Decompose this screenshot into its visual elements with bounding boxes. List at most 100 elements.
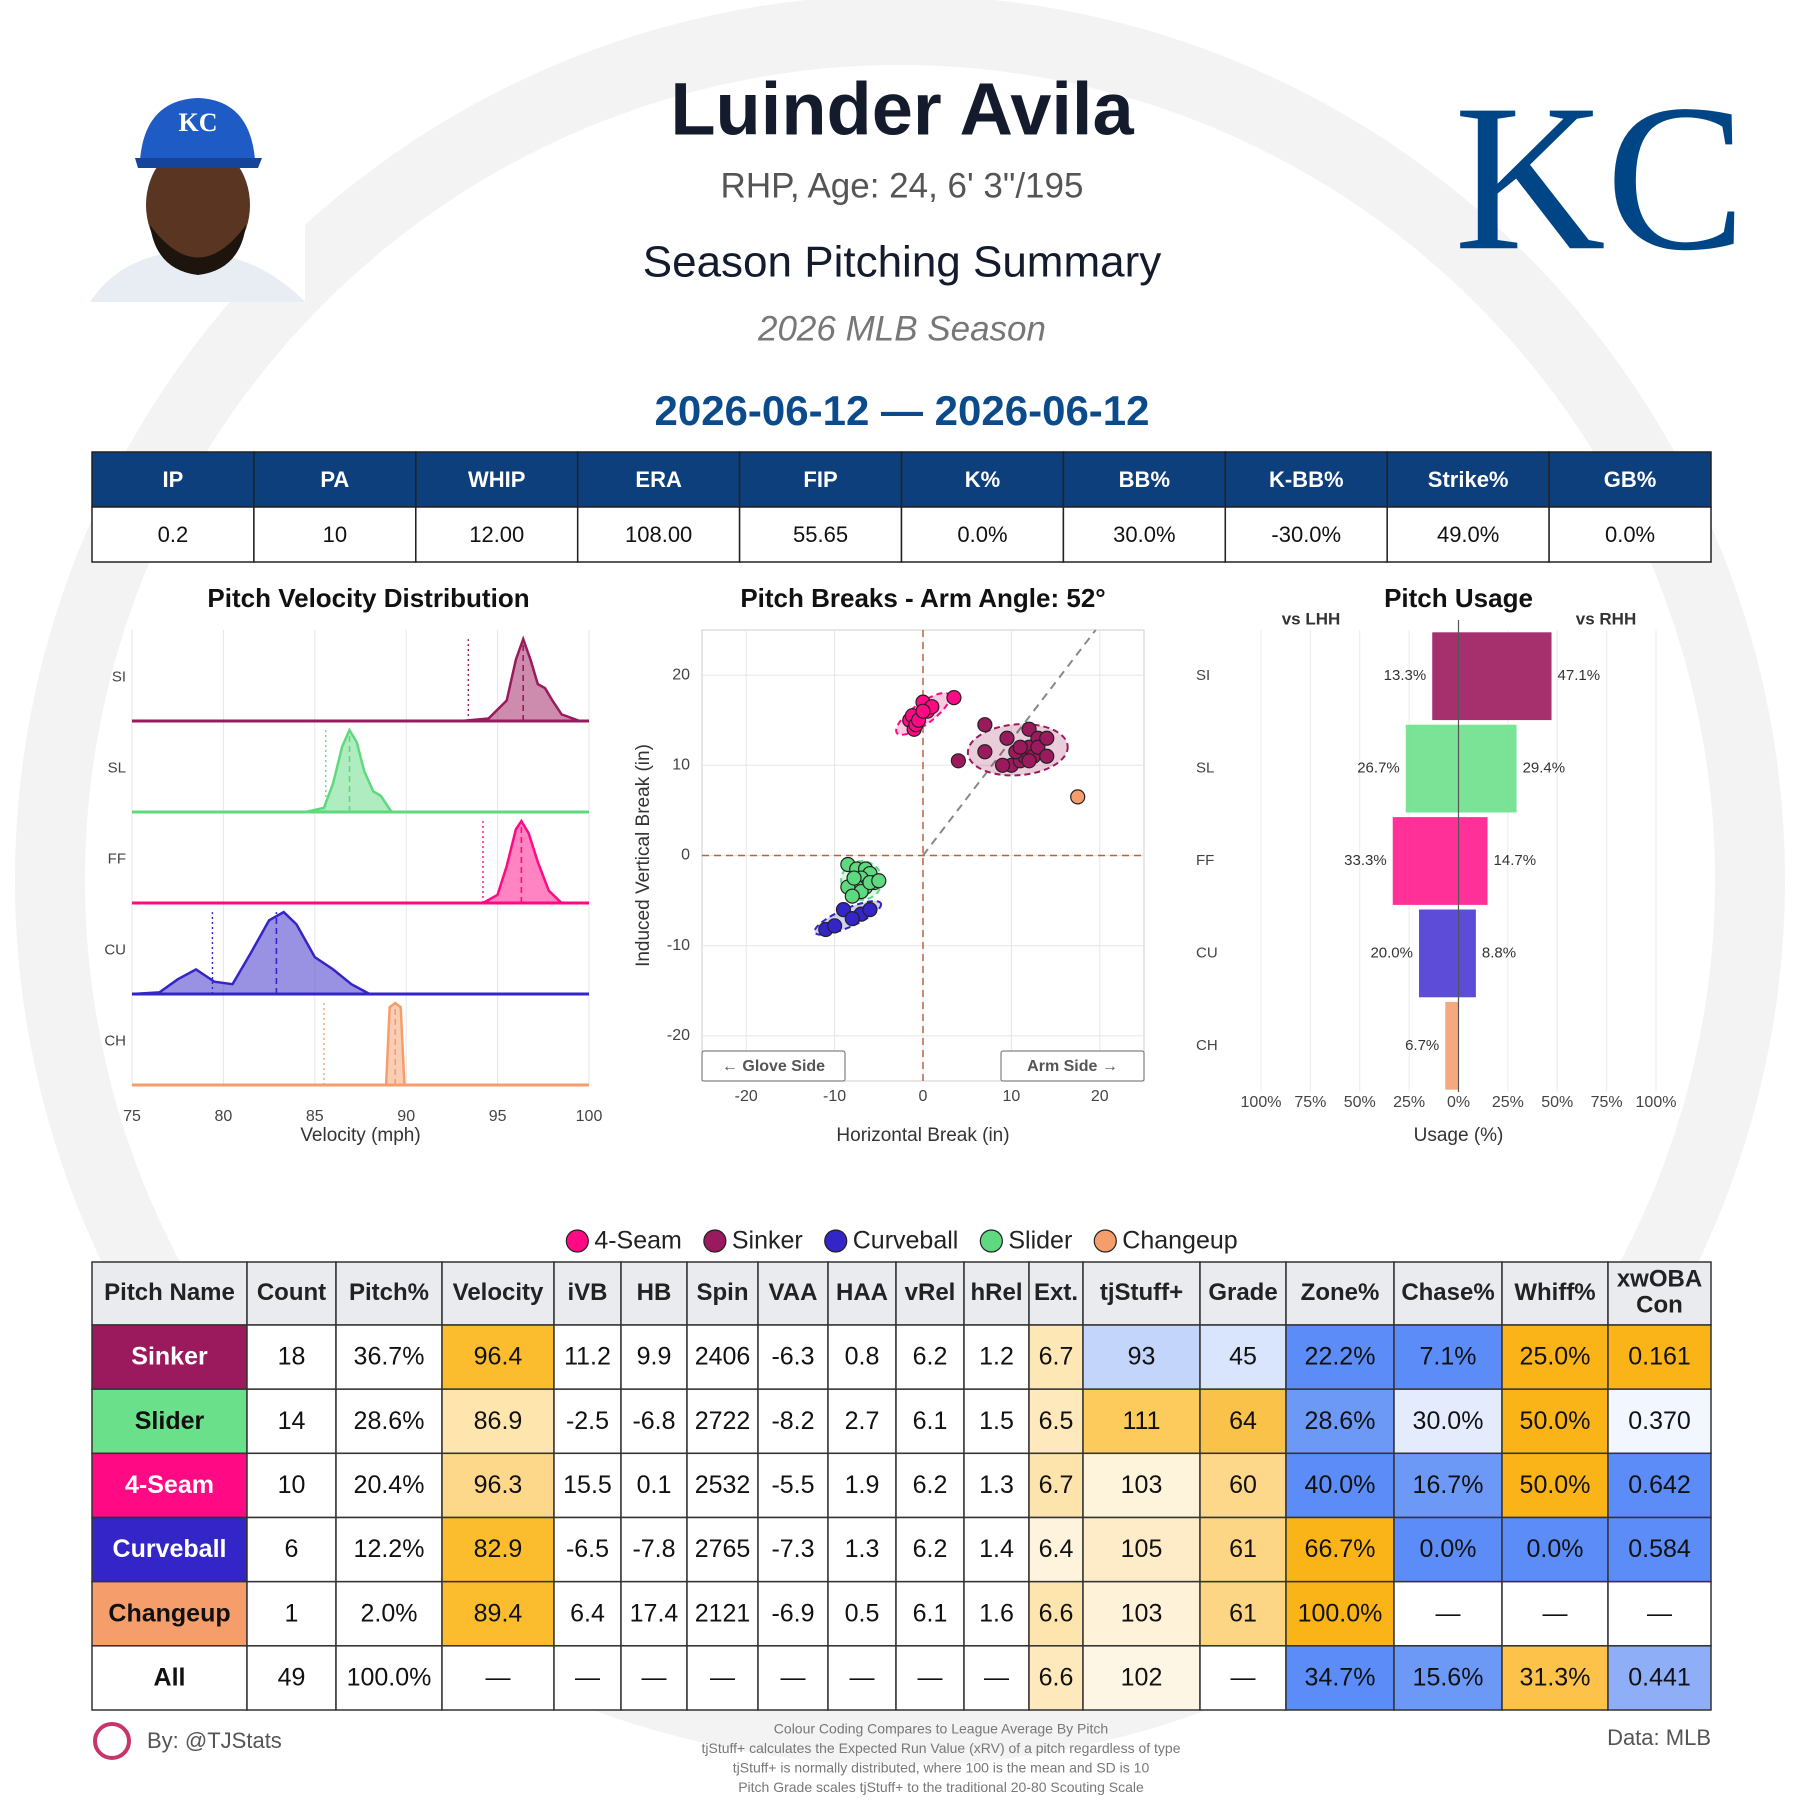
table-value: 30.0% [1413,1407,1484,1435]
x-tick-label: 95 [489,1108,507,1125]
table-value: -7.8 [632,1535,675,1563]
footnote: Colour Coding Compares to League Average… [774,1721,1108,1737]
summary-value: 30.0% [1113,522,1175,547]
chart-title: Pitch Usage [1384,583,1533,613]
table-value: 7.1% [1420,1343,1477,1371]
table-value: 1.2 [979,1343,1014,1371]
row-label: CH [104,1032,126,1049]
table-value: 61 [1229,1535,1257,1563]
x-tick-label: -10 [823,1088,846,1105]
pitch-point [835,902,852,918]
pitch-name: Slider [135,1407,205,1435]
table-value: 6.2 [913,1471,948,1499]
table-header-cell [1199,1261,1287,1326]
summary-value-cell [738,506,903,563]
table-value: 1.4 [979,1535,1014,1563]
table-header: HAA [836,1279,888,1306]
summary-value: 55.65 [793,522,848,547]
summary-header-cell [900,451,1065,508]
table-value: 6.7 [1039,1471,1074,1499]
value-label: 26.7% [1357,760,1400,777]
pitch-point [1012,739,1028,755]
legend-label: Changeup [1122,1227,1237,1255]
table-cell [1607,1388,1712,1455]
chart-title: Pitch Velocity Distribution [207,583,529,613]
pitch-point [844,888,860,904]
table-value: 28.6% [1305,1407,1376,1435]
table-value: — [918,1664,943,1692]
summary-header-cell [1386,451,1550,508]
table-value: -6.9 [771,1599,814,1627]
density-area [132,635,589,723]
value-label: 33.3% [1344,852,1387,869]
x-tick-label: 50% [1344,1094,1376,1111]
summary-value-cell [1386,506,1550,563]
date-range: 2026-06-12 — 2026-06-12 [654,387,1149,434]
pitch-point [946,690,962,706]
table-header: Pitch Name [104,1279,235,1306]
table-value: 2406 [695,1343,751,1371]
table-cell [441,1516,555,1583]
usage-bar [1432,632,1459,721]
pitch-point [977,744,993,760]
table-cell [827,1580,897,1647]
category-label: SL [1196,760,1214,777]
table-value: 1.9 [845,1471,880,1499]
y-tick-label: 10 [672,757,690,774]
table-cell [1285,1645,1395,1711]
usage-bar [1392,817,1459,905]
usage-bar [1405,724,1459,813]
table-value: 20.4% [354,1471,425,1499]
table-cell [553,1645,622,1711]
table-value: 22.2% [1305,1343,1376,1371]
table-cell [1501,1580,1609,1647]
table-value: 6 [285,1535,299,1563]
table-value: 0.1 [637,1471,672,1499]
value-label: 47.1% [1558,667,1601,684]
table-value: — [710,1664,735,1692]
table-cell [757,1645,829,1711]
table-cell [553,1324,622,1390]
summary-value: 10 [323,522,347,547]
table-cell [686,1516,759,1583]
x-tick-label: 75 [123,1108,141,1125]
season: 2026 MLB Season [757,309,1046,348]
table-value: 16.7% [1413,1471,1484,1499]
table-cell [1028,1645,1084,1711]
table-value: 1.3 [979,1471,1014,1499]
x-tick-label: 75% [1294,1094,1326,1111]
table-header-cell [553,1261,622,1326]
table-value: 0.441 [1628,1664,1691,1692]
table-cell [91,1324,248,1390]
table-cell [1607,1324,1712,1390]
table-value: — [486,1664,511,1692]
table-value: 2532 [695,1471,751,1499]
table-value: 96.4 [474,1343,523,1371]
table-value: 11.2 [564,1343,611,1371]
table-value: 60 [1229,1471,1257,1499]
summary-header: FIP [803,467,837,492]
table-value: 6.4 [1039,1535,1074,1563]
table-value: 1.5 [979,1407,1014,1435]
table-value: -2.5 [566,1407,609,1435]
table-cell [827,1516,897,1583]
pitch-name: Sinker [131,1343,208,1371]
footnote: tjStuff+ is normally distributed, where … [733,1760,1150,1776]
table-value: 50.0% [1520,1471,1591,1499]
table-cell [1393,1645,1503,1711]
table-header-cell [963,1261,1030,1326]
table-cell [963,1324,1030,1390]
summary-header: ERA [635,467,682,492]
pitch-point [1039,730,1055,746]
table-value: 66.7% [1305,1535,1376,1563]
table-cell [91,1645,248,1711]
table-cell [963,1645,1030,1711]
row-label: SL [108,759,126,776]
x-tick-label: 10 [1003,1088,1021,1105]
table-header-cell [1607,1261,1712,1326]
density-area [132,818,589,905]
table-cell [1285,1388,1395,1455]
table-value: 82.9 [474,1535,523,1563]
table-cell [686,1580,759,1647]
source: Data: MLB [1607,1725,1711,1750]
